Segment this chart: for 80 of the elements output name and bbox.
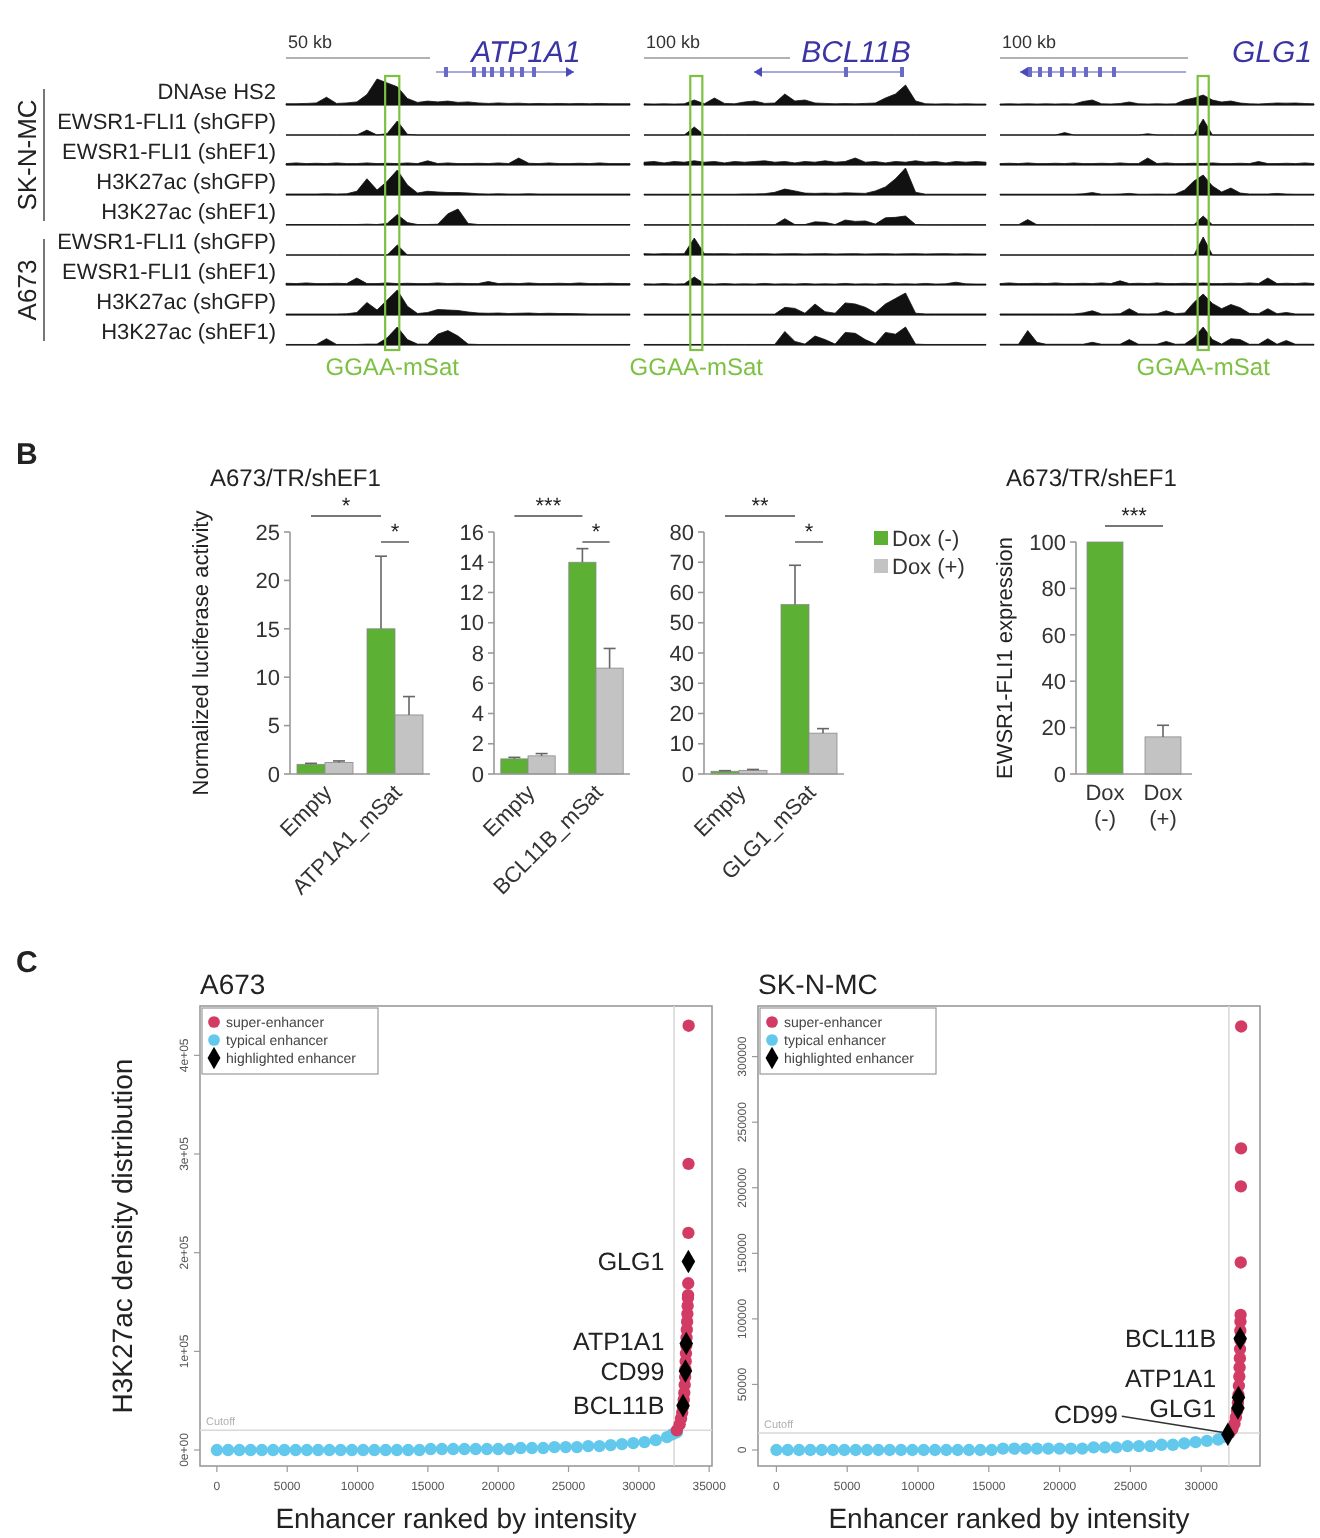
y-tick-label: 60 — [669, 582, 694, 607]
x-axis-title: Enhancer ranked by intensity — [828, 1502, 1190, 1534]
x-axis-title: Enhancer ranked by intensity — [275, 1502, 637, 1534]
y-tick-label: 50 — [669, 612, 694, 637]
annotation: * — [591, 521, 602, 545]
annotation: CD99 — [1053, 1401, 1118, 1430]
chart-subtitle: 50 kb — [288, 32, 333, 52]
y-axis-title: DNAse HS2 — [157, 81, 276, 105]
text: GGAA-mSat — [629, 353, 765, 381]
y-tick-label: 0 — [681, 763, 694, 788]
y-axis-title: EWSR1-FLI1 (shGFP) — [57, 231, 276, 255]
y-tick-label: 20 — [255, 570, 280, 595]
annotation: GLG1 — [1149, 1394, 1217, 1423]
y-axis-title: Normalized luciferase activity — [190, 509, 214, 796]
text: * — [341, 495, 352, 519]
text: A673 — [12, 259, 42, 321]
y-axis-title: H3K27ac (shEF1) — [101, 201, 276, 225]
text: *** — [535, 495, 563, 519]
text: B — [16, 438, 38, 472]
x-tick-label: Dox (+) — [1143, 782, 1184, 832]
y-tick-label: 80 — [1041, 578, 1066, 603]
y-tick-label: 12 — [459, 582, 484, 607]
annotation: BCL11B — [573, 1392, 665, 1421]
chart-title: A673/TR/shEF1 — [210, 464, 382, 492]
y-tick-label: 0 — [471, 763, 484, 788]
chart-title: SK-N-MC — [758, 968, 878, 1000]
text: GGAA-mSat — [325, 353, 461, 381]
chart-title: GLG1 — [1231, 36, 1313, 70]
text: SK-N-MC — [12, 99, 42, 211]
y-tick-label: 2 — [471, 733, 484, 758]
y-axis-title: EWSR1-FLI1 (shEF1) — [62, 141, 276, 165]
chart-subtitle: 100 kb — [646, 32, 701, 52]
text: GGAA-mSat — [1136, 353, 1272, 381]
annotation: CD99 — [600, 1357, 665, 1386]
legend-label: Dox (-) — [892, 527, 960, 552]
y-axis-title: EWSR1-FLI1 (shGFP) — [57, 111, 276, 135]
y-tick-label: 20 — [1041, 717, 1066, 742]
y-tick-label: 70 — [669, 551, 694, 576]
text: ** — [751, 495, 770, 519]
y-axis-title: EWSR1-FLI1 expression — [994, 536, 1018, 780]
y-axis-title: EWSR1-FLI1 (shEF1) — [62, 261, 276, 285]
y-axis-title: H3K27ac (shEF1) — [101, 321, 276, 345]
annotation: ATP1A1 — [1124, 1364, 1217, 1393]
chart-title: ATP1A1 — [469, 36, 581, 70]
y-tick-label: 16 — [459, 521, 484, 546]
y-tick-label: 20 — [669, 703, 694, 728]
y-tick-label: 40 — [1041, 670, 1066, 695]
annotation: BCL11B — [1124, 1325, 1217, 1354]
y-tick-label: 4 — [471, 703, 484, 728]
y-tick-label: 10 — [255, 666, 280, 691]
y-tick-label: 60 — [1041, 624, 1066, 649]
x-tick-label: Dox (-) — [1085, 782, 1126, 832]
text: C — [16, 946, 38, 980]
chart-title: A673 — [200, 968, 266, 1000]
chart-title: A673/TR/shEF1 — [1006, 464, 1178, 492]
y-axis-title: H3K27ac (shGFP) — [96, 291, 276, 315]
y-axis-title: H3K27ac density distribution — [106, 1058, 138, 1414]
y-axis-title: H3K27ac (shGFP) — [96, 171, 276, 195]
y-tick-label: 30 — [669, 672, 694, 697]
y-tick-label: 100 — [1029, 531, 1066, 556]
y-tick-label: 10 — [459, 612, 484, 637]
annotation: GLG1 — [597, 1248, 665, 1277]
legend-label: Dox (+) — [892, 555, 965, 580]
chart-title: BCL11B — [801, 36, 911, 70]
y-tick-label: 80 — [669, 521, 694, 546]
annotation: * — [390, 521, 401, 545]
y-tick-label: 40 — [669, 642, 694, 667]
y-tick-label: 25 — [255, 521, 280, 546]
y-tick-label: 14 — [459, 551, 484, 576]
y-tick-label: 8 — [471, 642, 484, 667]
annotation: * — [804, 521, 815, 545]
y-tick-label: 0 — [1053, 763, 1066, 788]
chart-subtitle: 100 kb — [1002, 32, 1057, 52]
y-tick-label: 0 — [267, 763, 280, 788]
annotation: ATP1A1 — [573, 1327, 665, 1356]
y-tick-label: 15 — [255, 618, 280, 643]
y-tick-label: 10 — [669, 733, 694, 758]
y-tick-label: 5 — [267, 715, 280, 740]
y-tick-label: 6 — [471, 672, 484, 697]
text: *** — [1121, 505, 1149, 529]
